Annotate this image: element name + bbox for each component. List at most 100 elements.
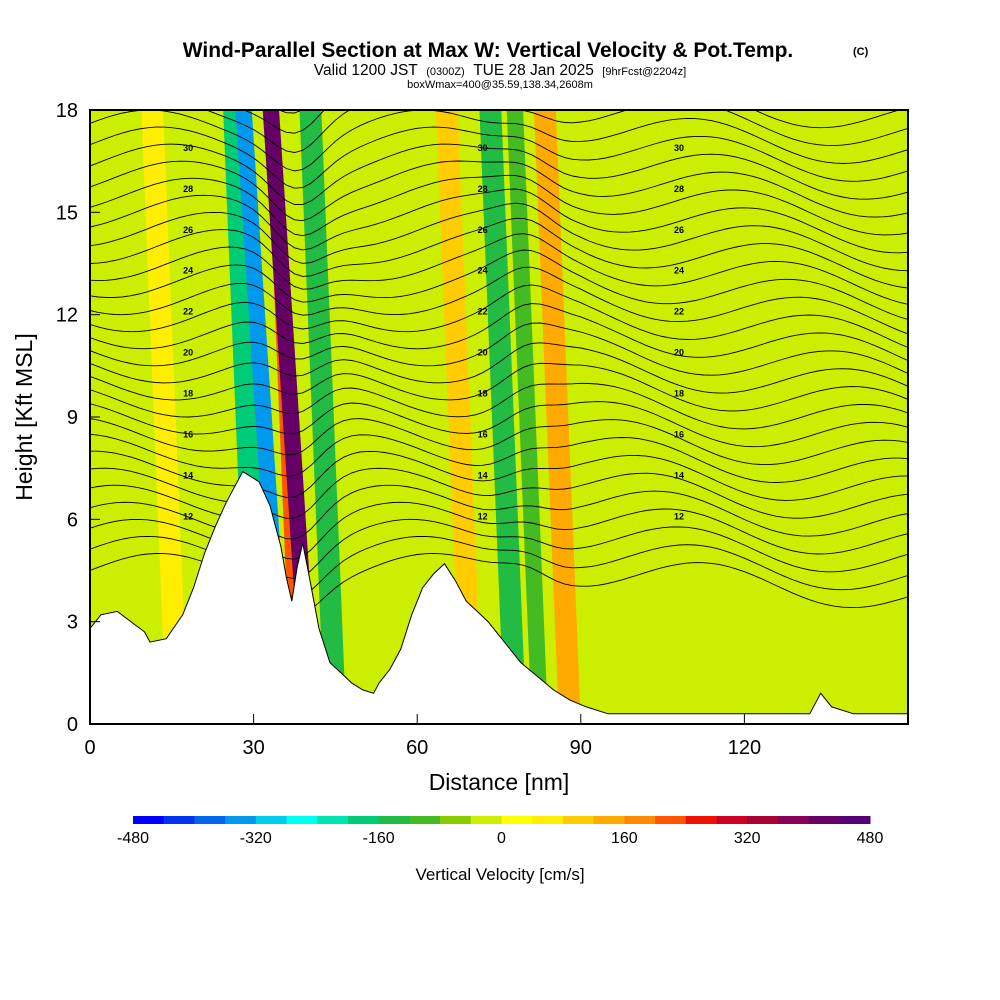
y-tick-label-1: 3 xyxy=(67,612,78,634)
theta-contour-12 xyxy=(90,342,908,394)
contour-label-8-0: 28 xyxy=(183,184,193,194)
colorbar-tick-6: 480 xyxy=(857,830,884,847)
subtitle-valid: Valid 1200 JST xyxy=(314,62,418,79)
theta-contour-16 xyxy=(90,266,908,335)
contour-label-6-2: 24 xyxy=(674,266,684,276)
x-tick-label-0: 0 xyxy=(84,737,95,759)
y-tick-label-3: 9 xyxy=(67,407,78,429)
theta-contour-21 xyxy=(90,188,908,254)
colorbar-swatch-11 xyxy=(470,816,502,824)
y-tick-label-5: 15 xyxy=(56,202,78,224)
y-tick-label-6: 18 xyxy=(56,100,78,122)
colorbar-swatch-21 xyxy=(777,816,810,824)
theta-contour-22 xyxy=(90,174,908,237)
theta-contour-20 xyxy=(90,202,908,272)
contour-label-1-0: 14 xyxy=(183,470,193,480)
velocity-band-8 xyxy=(506,110,549,724)
colorbar-swatch-15 xyxy=(593,816,625,824)
theta-contour-13 xyxy=(90,322,908,376)
contour-label-5-0: 22 xyxy=(183,307,193,317)
x-tick-label-2: 60 xyxy=(406,737,428,759)
chart-title: Wind-Parallel Section at Max W: Vertical… xyxy=(183,39,794,62)
colorbar-swatch-5 xyxy=(286,816,318,824)
x-tick-label-1: 30 xyxy=(242,737,264,759)
contour-label-5-2: 22 xyxy=(674,307,684,317)
chart-subtitle-2: boxWmax=400@35.59,138.34,2608m xyxy=(407,79,593,91)
colorbar-swatch-13 xyxy=(532,816,564,824)
colorbar-tick-2: -160 xyxy=(363,830,395,847)
colorbar-swatch-23 xyxy=(839,816,871,824)
x-tick-label-3: 90 xyxy=(570,737,592,759)
theta-contour-24 xyxy=(90,143,908,206)
contour-label-3-0: 18 xyxy=(183,389,193,399)
plot-area: 12 12 12 14 14 14 16 16 16 18 18 18 20 20 20 22 22 22 24 24… xyxy=(90,110,908,724)
theta-contour-7 xyxy=(90,433,908,483)
contour-label-4-1: 20 xyxy=(478,348,488,358)
theta-contour-23 xyxy=(90,160,908,222)
colorbar-swatch-17 xyxy=(655,816,687,824)
y-axis-label: Height [Kft MSL] xyxy=(11,333,37,500)
velocity-band-10 xyxy=(610,110,663,724)
colorbar-swatch-8 xyxy=(378,816,410,824)
colorbar-label: Vertical Velocity [cm/s] xyxy=(415,865,584,884)
contour-label-2-1: 16 xyxy=(478,429,488,439)
contour-label-7-1: 26 xyxy=(478,225,488,235)
y-tick-label-4: 12 xyxy=(56,305,78,327)
contour-label-7-2: 26 xyxy=(674,225,684,235)
contour-label-9-2: 30 xyxy=(674,143,684,153)
colorbar-swatch-14 xyxy=(562,816,595,824)
theta-contour-9 xyxy=(90,401,908,448)
chart-subtitle: Valid 1200 JST (0300Z) TUE 28 Jan 2025 [… xyxy=(314,62,686,79)
colorbar-swatch-12 xyxy=(501,816,533,824)
contour-label-9-0: 30 xyxy=(183,143,193,153)
colorbar-swatch-10 xyxy=(440,816,472,824)
contour-label-8-1: 28 xyxy=(478,184,488,194)
contour-label-9-1: 30 xyxy=(478,143,488,153)
theta-contour-11 xyxy=(90,362,908,412)
velocity-band-0 xyxy=(141,110,189,724)
theta-contour-18 xyxy=(90,233,908,305)
theta-contour-6 xyxy=(90,450,908,501)
theta-contour-19 xyxy=(90,217,908,289)
x-axis-label: Distance [nm] xyxy=(429,769,570,795)
contour-label-6-1: 24 xyxy=(478,266,488,276)
theta-contour-8 xyxy=(90,418,908,466)
velocity-band-5 xyxy=(299,110,347,724)
theta-contour-17 xyxy=(90,249,908,320)
colorbar-swatch-2 xyxy=(194,816,226,824)
x-tick-label-4: 120 xyxy=(728,737,761,759)
terrain-mask xyxy=(90,470,908,724)
y-tick-label-2: 6 xyxy=(67,509,78,531)
contour-label-0-2: 12 xyxy=(674,511,684,521)
colorbar-swatch-22 xyxy=(808,816,840,824)
y-tick-label-0: 0 xyxy=(67,714,78,736)
colorbar-swatch-4 xyxy=(255,816,288,824)
contour-label-8-2: 28 xyxy=(674,184,684,194)
theta-contour-25 xyxy=(90,126,908,189)
copyright-mark: (C) xyxy=(853,46,869,58)
colorbar-swatch-3 xyxy=(225,816,257,824)
contour-label-5-1: 22 xyxy=(478,307,488,317)
contour-label-1-2: 14 xyxy=(674,470,684,480)
colorbar-swatch-19 xyxy=(716,816,748,824)
colorbar-tick-3: 0 xyxy=(497,830,506,847)
contour-label-4-2: 20 xyxy=(674,348,684,358)
subtitle-utc: (0300Z) xyxy=(426,66,465,78)
theta-contour-15 xyxy=(90,284,908,348)
subtitle-forecast: [9hrFcst@2204z] xyxy=(602,66,686,78)
contour-label-6-0: 24 xyxy=(183,266,193,276)
theta-contour-28 xyxy=(242,110,901,134)
theta-contour-26 xyxy=(90,110,908,172)
contour-label-4-0: 20 xyxy=(183,348,193,358)
contour-label-3-1: 18 xyxy=(478,389,488,399)
colorbar-tick-4: 160 xyxy=(611,830,638,847)
contour-label-2-0: 16 xyxy=(183,429,193,439)
contour-label-7-0: 26 xyxy=(183,225,193,235)
colorbar-swatch-0 xyxy=(133,816,165,824)
theta-contour-10 xyxy=(90,382,908,430)
contour-label-0-1: 12 xyxy=(478,511,488,521)
colorbar-tick-5: 320 xyxy=(734,830,761,847)
contour-label-3-2: 18 xyxy=(674,389,684,399)
colorbar: -480 -320 -160 0 160 320 480 xyxy=(117,816,883,847)
velocity-band-9 xyxy=(533,110,581,724)
